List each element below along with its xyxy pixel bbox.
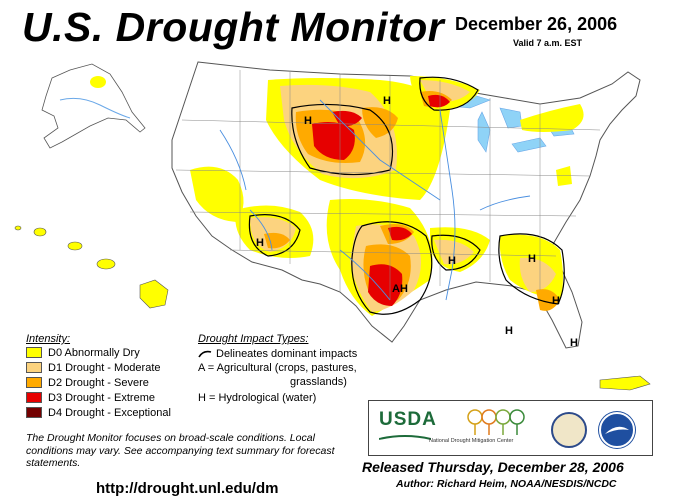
map-label-h-florida-a: H [552,295,560,307]
legend-label-d2: D2 Drought - Severe [48,376,149,389]
author-credit: Author: Richard Heim, NOAA/NESDIS/NCDC [396,478,617,490]
usda-logo: USDA [379,409,437,430]
map-label-h-southwest: H [256,237,264,249]
boundary-line-icon [198,350,212,358]
legend-item-d1: D1 Drought - Moderate [26,360,171,375]
map-label-h-southeast-a: H [448,255,456,267]
legend-item-d0: D0 Abnormally Dry [26,345,171,360]
impact-labels: H H H H AH H H H H [256,95,578,349]
valid-time: Valid 7 a.m. EST [513,38,583,48]
legend-item-d4: D4 Drought - Exceptional [26,405,171,420]
map-date: December 26, 2006 [455,14,618,34]
alaska-landmass [41,63,146,149]
impact-agri-line2: grasslands) [290,376,347,388]
puerto-rico [599,375,651,391]
usda-swoosh-icon [379,435,431,440]
intensity-heading: Intensity: [26,333,71,345]
legend-label-d1: D1 Drought - Moderate [48,361,161,374]
drought-monitor-link[interactable]: http://drought.unl.edu/dm [96,480,279,497]
ndmc-logo-text: National Drought Mitigation Center [429,438,514,444]
impact-legend: Drought Impact Types: Delineates dominan… [198,333,357,405]
impact-agri-line1: A = Agricultural (crops, pastures, [198,362,357,374]
swatch-d3 [26,392,42,403]
impact-heading: Drought Impact Types: [198,333,309,345]
scale-note: The Drought Monitor focuses on broad-sca… [26,432,335,469]
noaa-logo-icon [599,412,635,448]
d3-areas [312,94,450,306]
noaa-bird-icon [605,426,629,434]
map-label-h-northwest: H [304,115,312,127]
legend-label-d4: D4 Drought - Exceptional [48,406,171,419]
drought-map: H H H H AH H H H H [14,61,651,391]
alaska-rivers [59,97,131,119]
hawaii-islands [14,225,169,309]
ndmc-trees-icon [467,409,525,435]
impact-hydro: H = Hydrological (water) [198,392,317,404]
page-title: U.S. Drought Monitor [22,4,445,50]
map-label-h-southeast-b: H [528,253,536,265]
impact-line-row: Delineates dominant impacts [198,347,357,361]
alaska-d0-area [90,76,106,88]
state-borders [175,70,601,300]
swatch-d4 [26,407,42,418]
legend-item-d2: D2 Drought - Severe [26,375,171,390]
map-label-h-gulf: H [505,325,513,337]
release-date: Released Thursday, December 28, 2006 [362,459,624,475]
swatch-d2 [26,377,42,388]
legend-label-d0: D0 Abnormally Dry [48,346,140,359]
rivers [219,99,531,301]
swatch-d0 [26,347,42,358]
logos-box: USDA National Drought Mitigation Center [368,400,653,456]
swatch-d1 [26,362,42,373]
legend-label-d3: D3 Drought - Extreme [48,391,155,404]
legend-item-d3: D3 Drought - Extreme [26,390,171,405]
map-label-ah-texas: AH [392,283,408,295]
commerce-seal-icon [551,412,587,448]
intensity-legend: Intensity: D0 Abnormally Dry D1 Drought … [26,333,171,420]
impact-line-desc: Delineates dominant impacts [216,348,358,360]
map-label-h-north: H [383,95,391,107]
map-label-h-florida-b: H [570,337,578,349]
